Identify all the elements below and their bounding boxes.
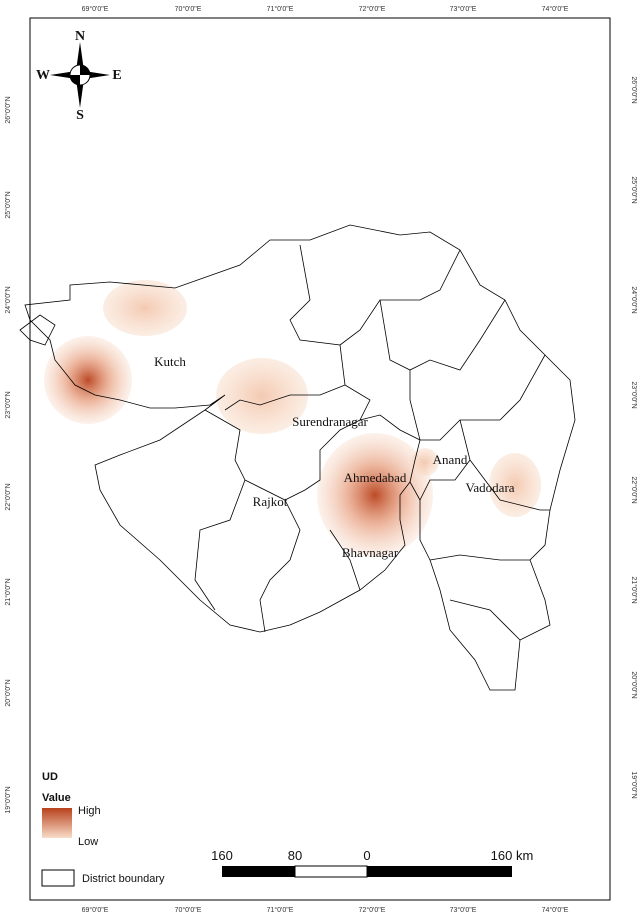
latitude-label: 21°0'0"N bbox=[630, 576, 638, 603]
latitude-label: 20°0'0"N bbox=[4, 679, 12, 706]
district-boundaries bbox=[19, 224, 576, 691]
scale-bar bbox=[222, 865, 512, 878]
compass-rose bbox=[50, 42, 110, 108]
heat-layer bbox=[44, 280, 541, 557]
scale-label: 160 bbox=[211, 848, 233, 863]
longitude-label: 71°0'0"E bbox=[267, 5, 294, 13]
legend-gradient bbox=[42, 808, 72, 838]
latitude-label: 22°0'0"N bbox=[4, 483, 12, 510]
latitude-label: 23°0'0"N bbox=[630, 381, 638, 408]
longitude-label: 69°0'0"E bbox=[82, 906, 109, 914]
latitude-label: 25°0'0"N bbox=[630, 176, 638, 203]
longitude-label: 72°0'0"E bbox=[359, 906, 386, 914]
longitude-label: 70°0'0"E bbox=[175, 906, 202, 914]
longitude-label: 71°0'0"E bbox=[267, 906, 294, 914]
place-label: Vadodara bbox=[465, 480, 514, 495]
latitude-label: 24°0'0"N bbox=[4, 286, 12, 313]
latitude-label: 19°0'0"N bbox=[4, 786, 12, 813]
latitude-label: 20°0'0"N bbox=[630, 671, 638, 698]
latitude-label: 26°0'0"N bbox=[4, 96, 12, 123]
longitude-label: 73°0'0"E bbox=[450, 5, 477, 13]
latitude-label: 22°0'0"N bbox=[630, 476, 638, 503]
longitude-label: 73°0'0"E bbox=[450, 906, 477, 914]
scale-label: 80 bbox=[288, 848, 302, 863]
latitude-label: 25°0'0"N bbox=[4, 191, 12, 218]
place-label: Kutch bbox=[154, 354, 186, 369]
compass-west: W bbox=[36, 68, 50, 83]
place-label: Ahmedabad bbox=[344, 470, 407, 485]
longitude-label: 72°0'0"E bbox=[359, 5, 386, 13]
scale-label: 0 bbox=[363, 848, 370, 863]
longitude-label: 70°0'0"E bbox=[175, 5, 202, 13]
legend-low: Low bbox=[78, 836, 98, 848]
legend-subtitle: Value bbox=[42, 792, 71, 804]
compass-north: N bbox=[75, 29, 85, 44]
longitude-label: 74°0'0"E bbox=[542, 5, 569, 13]
legend-title: UD bbox=[42, 771, 58, 783]
latitude-label: 23°0'0"N bbox=[4, 391, 12, 418]
legend-boundary: District boundary bbox=[82, 873, 165, 885]
scale-label: 160 km bbox=[491, 848, 534, 863]
latitude-label: 24°0'0"N bbox=[630, 286, 638, 313]
place-label: Rajkot bbox=[253, 494, 288, 509]
latitude-label: 26°0'0"N bbox=[630, 76, 638, 103]
place-label: Anand bbox=[433, 452, 468, 467]
place-label: Bhavnagar bbox=[342, 545, 399, 560]
longitude-label: 69°0'0"E bbox=[82, 5, 109, 13]
compass-south: S bbox=[76, 108, 84, 123]
legend-high: High bbox=[78, 805, 101, 817]
latitude-label: 19°0'0"N bbox=[630, 771, 638, 798]
legend-boundary-swatch bbox=[41, 869, 75, 887]
latitude-label: 21°0'0"N bbox=[4, 578, 12, 605]
compass-east: E bbox=[112, 68, 121, 83]
longitude-label: 74°0'0"E bbox=[542, 906, 569, 914]
place-label: Surendranagar bbox=[292, 414, 368, 429]
